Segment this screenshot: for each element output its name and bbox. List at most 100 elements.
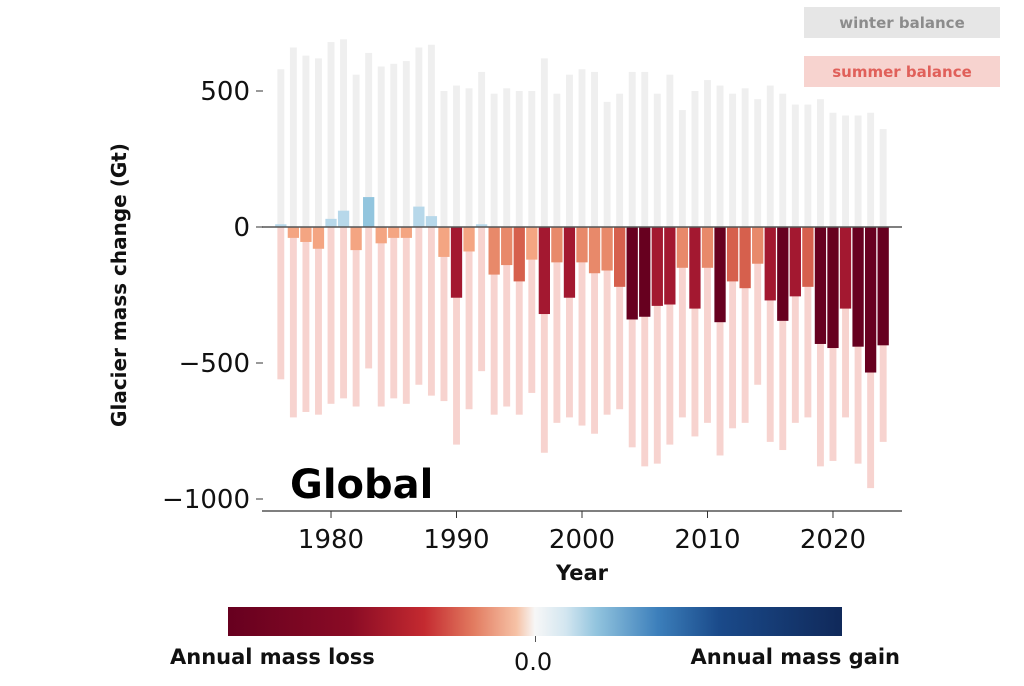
winter-balance-bar: [478, 71, 486, 228]
annual-mass-change-bar: [701, 227, 714, 268]
winter-balance-bar: [779, 93, 787, 227]
annual-mass-change-bar: [664, 227, 676, 305]
summer-balance-bar: [490, 227, 498, 415]
winter-balance-bar: [741, 88, 749, 227]
annual-mass-change-bar: [312, 227, 325, 249]
summer-balance-bar: [804, 227, 812, 418]
annual-mass-change-bar: [827, 227, 839, 349]
annual-mass-change-bar: [576, 227, 588, 263]
legend-summer-label: summer balance: [832, 62, 972, 81]
summer-balance-bar: [377, 227, 385, 407]
winter-balance-bar: [591, 71, 598, 228]
summer-balance-bar: [415, 227, 423, 385]
winter-balance-bar: [691, 91, 699, 227]
annual-mass-change-bar: [814, 227, 827, 344]
winter-balance-bar: [816, 99, 824, 227]
summer-balance-bar: [427, 227, 435, 396]
winter-balance-bar: [754, 99, 762, 227]
legend-summer-balance: summer balance: [804, 56, 1000, 87]
summer-balance-bar: [528, 227, 536, 393]
winter-balance-bar: [578, 69, 586, 228]
winter-balance-bar: [616, 93, 624, 227]
x-tick-label: 1990: [423, 525, 489, 555]
annual-mass-change-bar: [877, 227, 889, 346]
winter-balance-bar: [540, 58, 548, 227]
summer-balance-bar: [340, 227, 348, 399]
winter-balance-bar: [704, 80, 711, 228]
y-tick-label: 0: [233, 213, 250, 243]
winter-balance-bar: [340, 39, 348, 227]
y-tick-label: −1000: [162, 485, 250, 515]
annual-mass-change-bar: [601, 227, 613, 271]
annual-mass-change-bar: [864, 227, 877, 373]
annual-mass-change-bar: [350, 227, 362, 251]
winter-balance-bar: [666, 74, 674, 228]
winter-balance-bar: [440, 91, 448, 227]
summer-balance-bar: [553, 227, 561, 423]
colorbar-zero-label: 0.0: [514, 648, 553, 676]
winter-balance-bar: [867, 112, 875, 227]
winter-balance-bar: [879, 129, 887, 227]
annual-mass-change-bar: [639, 227, 651, 317]
summer-balance-bar: [390, 227, 398, 399]
winter-balance-bar: [641, 71, 649, 228]
winter-balance-bar: [716, 85, 724, 227]
annual-mass-change-bar: [413, 206, 425, 227]
winter-balance-bar: [503, 88, 511, 227]
annual-mass-change-bar: [450, 227, 463, 298]
chart-title: Global: [290, 462, 433, 508]
y-axis-ticks: 500 0 −500 −1000: [162, 77, 263, 515]
summer-balance-bar: [315, 227, 322, 415]
annual-mass-change-bar: [488, 227, 500, 275]
legend-winter-label: winter balance: [839, 13, 965, 32]
annual-mass-change-bar: [438, 227, 450, 257]
summer-balance-bar: [327, 227, 335, 404]
annual-mass-change-bar: [375, 227, 387, 244]
colorbar: [228, 607, 842, 636]
summer-balance-bar: [503, 227, 511, 407]
annual-mass-change-bar: [614, 227, 626, 287]
winter-balance-bar: [315, 58, 322, 227]
winter-balance-bar: [453, 85, 460, 227]
summer-balance-bar: [465, 227, 473, 410]
x-tick-label: 2010: [674, 525, 740, 555]
summer-balance-bar: [603, 227, 611, 415]
annual-mass-change-bar: [689, 227, 701, 309]
annual-mass-change-bar: [789, 227, 801, 297]
winter-balance-bar: [515, 91, 523, 227]
summer-balance-bar: [641, 227, 649, 467]
winter-balance-bar: [603, 101, 611, 227]
winter-balance-bar: [829, 112, 837, 227]
winter-balance-bar: [390, 63, 398, 227]
winter-balance-bar: [528, 91, 536, 227]
winter-balance-bar: [678, 110, 686, 227]
summer-balance-bar: [578, 227, 586, 426]
annual-mass-change-bar: [588, 227, 601, 274]
summer-balance-bar: [716, 227, 724, 456]
annual-mass-change-bar: [777, 227, 789, 321]
winter-balance-bar: [465, 88, 473, 227]
winter-balance-bar: [553, 93, 561, 227]
summer-balance-bar: [402, 227, 410, 404]
winter-balance-bar: [653, 93, 661, 227]
annual-mass-change-bar: [563, 227, 576, 298]
summer-balance-bar: [478, 227, 486, 372]
winter-balance-bar: [365, 52, 373, 227]
annual-mass-change-bar: [739, 227, 751, 289]
x-axis-label: Year: [555, 561, 609, 585]
y-tick-label: −500: [179, 349, 250, 379]
x-tick-label: 1980: [298, 525, 364, 555]
winter-balance-bar: [302, 55, 310, 227]
summer-balance-bar: [779, 227, 787, 451]
annual-mass-change-bar: [626, 227, 638, 320]
summer-balance-bar: [754, 227, 762, 385]
winter-balance-bar: [729, 93, 737, 227]
annual-mass-change-bar: [802, 227, 814, 287]
winter-balance-bar: [415, 47, 423, 228]
summer-balance-bar: [766, 227, 774, 442]
winter-balance-bar: [289, 47, 297, 228]
summer-balance-bar: [678, 227, 686, 418]
summer-balance-bar: [289, 227, 297, 418]
winter-balance-bar: [427, 44, 435, 228]
